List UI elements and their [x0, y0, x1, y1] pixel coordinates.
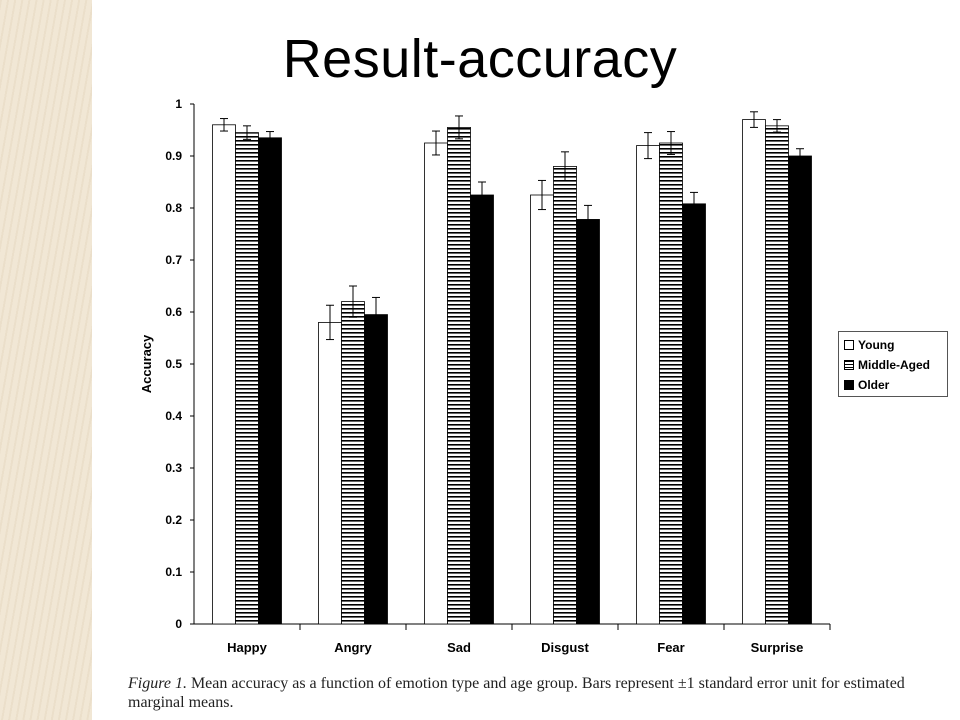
- legend-swatch-young: [844, 340, 854, 350]
- decorative-side-band: [0, 0, 92, 720]
- bar-middle-aged: [235, 132, 259, 625]
- y-tick-label: 0.2: [165, 513, 182, 527]
- legend-label-older: Older: [858, 378, 890, 392]
- y-tick-label: 0.1: [165, 565, 182, 579]
- figure-caption: Figure 1. Mean accuracy as a function of…: [128, 674, 950, 712]
- y-tick-label: 1: [175, 97, 182, 111]
- bar-middle-aged: [341, 301, 365, 625]
- legend-item-young: Young: [844, 335, 942, 355]
- bar-middle-aged: [765, 125, 789, 625]
- bar-young: [636, 145, 660, 625]
- legend-item-middle-aged: Middle-Aged: [844, 355, 942, 375]
- legend-label-middle-aged: Middle-Aged: [858, 358, 930, 372]
- bar-young: [530, 194, 554, 625]
- y-tick-label: 0: [175, 617, 182, 631]
- slide-title: Result-accuracy: [282, 29, 678, 89]
- y-tick-label: 0.4: [165, 409, 182, 423]
- bar-young: [424, 142, 448, 625]
- bar-older: [576, 219, 600, 625]
- chart-legend: Young Middle-Aged Older: [838, 331, 948, 397]
- legend-swatch-middle-aged: [844, 360, 854, 370]
- y-tick-label: 0.8: [165, 201, 182, 215]
- x-tick-label: Surprise: [751, 640, 804, 655]
- bar-middle-aged: [447, 127, 471, 625]
- bar-older: [258, 137, 282, 625]
- bar-young: [318, 321, 342, 625]
- x-tick-label: Angry: [334, 640, 372, 655]
- legend-swatch-older: [844, 380, 854, 390]
- bar-young: [742, 119, 766, 625]
- y-tick-label: 0.3: [165, 461, 182, 475]
- bar-older: [682, 203, 706, 625]
- y-tick-label: 0.5: [165, 357, 182, 371]
- figure-caption-text: Mean accuracy as a function of emotion t…: [128, 675, 905, 711]
- y-tick-label: 0.6: [165, 305, 182, 319]
- figure-caption-label: Figure 1.: [128, 675, 187, 692]
- y-tick-label: 0.7: [165, 253, 182, 267]
- legend-label-young: Young: [858, 338, 895, 352]
- bar-older: [470, 194, 494, 625]
- legend-item-older: Older: [844, 375, 942, 395]
- x-tick-label: Fear: [657, 640, 684, 655]
- bar-middle-aged: [659, 142, 683, 625]
- bar-older: [364, 314, 388, 625]
- bar-young: [212, 124, 236, 625]
- x-tick-label: Sad: [447, 640, 471, 655]
- y-axis-label: Accuracy: [139, 334, 154, 393]
- bar-older: [788, 155, 812, 625]
- x-tick-label: Happy: [227, 640, 268, 655]
- bar-middle-aged: [553, 165, 577, 625]
- x-tick-label: Disgust: [541, 640, 589, 655]
- y-tick-label: 0.9: [165, 149, 182, 163]
